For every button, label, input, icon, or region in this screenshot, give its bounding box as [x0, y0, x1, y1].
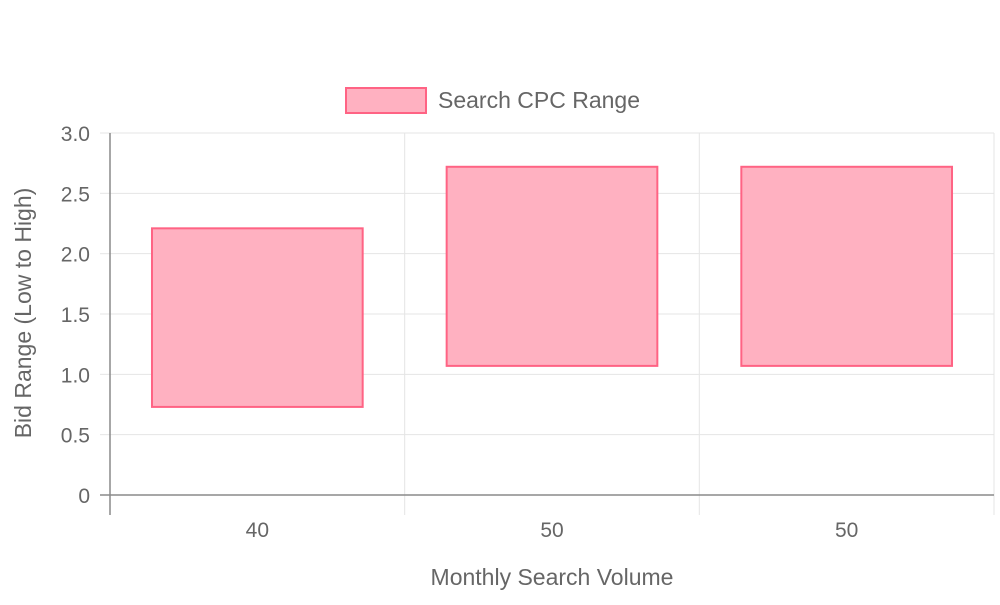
axes — [100, 133, 994, 515]
legend-label: Search CPC Range — [438, 87, 640, 113]
x-tick-label: 50 — [540, 519, 563, 542]
y-tick-label: 3.0 — [61, 123, 90, 146]
y-tick-label: 2.5 — [61, 183, 90, 206]
bars — [150, 165, 954, 408]
x-tick-label: 50 — [835, 519, 858, 542]
legend-swatch — [345, 87, 427, 114]
y-axis-title: Bid Range (Low to High) — [10, 188, 36, 439]
legend[interactable]: Search CPC Range — [345, 87, 640, 114]
y-axis-ticks: 0 0.5 1.0 1.5 2.0 2.5 3.0 — [61, 123, 110, 508]
y-tick-label: 0.5 — [61, 425, 90, 448]
x-axis-ticks: 40 50 50 — [246, 519, 859, 542]
x-axis-title: Monthly Search Volume — [431, 564, 674, 590]
y-tick-label: 0 — [78, 485, 90, 508]
y-tick-label: 1.0 — [61, 364, 90, 387]
y-tick-label: 2.0 — [61, 244, 90, 267]
y-tick-label: 1.5 — [61, 304, 90, 327]
range-bar[interactable] — [445, 165, 659, 367]
x-tick-label: 40 — [246, 519, 269, 542]
range-bar[interactable] — [740, 165, 954, 367]
range-bar[interactable] — [150, 227, 364, 408]
